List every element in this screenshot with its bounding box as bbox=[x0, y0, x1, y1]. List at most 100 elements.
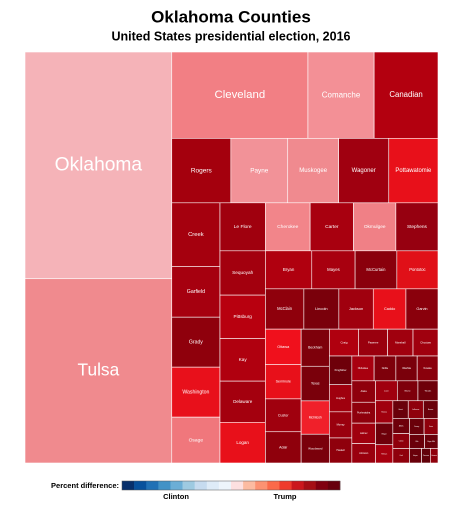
colorbar-cell bbox=[279, 481, 292, 490]
county-tile bbox=[309, 202, 354, 252]
county-label: Dewey bbox=[414, 426, 419, 428]
county-label: Delaware bbox=[233, 399, 253, 404]
county-label: Pittsburg bbox=[233, 314, 252, 319]
county-label: Cherokee bbox=[277, 224, 298, 230]
county-label: Mayes bbox=[327, 267, 340, 272]
county-label: Greer bbox=[429, 426, 433, 428]
legend-right-label: Trump bbox=[274, 492, 297, 501]
county-label: Major bbox=[382, 433, 387, 435]
county-label: Tillman bbox=[381, 453, 387, 455]
county-label: Atoka bbox=[361, 390, 368, 393]
county-label: Pontotoc bbox=[409, 267, 425, 272]
colorbar-cell bbox=[122, 481, 135, 490]
colorbar-cell bbox=[146, 481, 159, 490]
county-label: Stephens bbox=[407, 224, 428, 230]
colorbar-cell bbox=[206, 481, 220, 490]
legend-title: Percent difference: bbox=[51, 481, 119, 490]
county-label: Latimer bbox=[360, 432, 368, 435]
county-label: McClain bbox=[277, 306, 293, 311]
county-tile bbox=[300, 328, 330, 367]
county-label: Blaine bbox=[405, 390, 412, 392]
county-tile bbox=[171, 138, 232, 204]
county-label: Kingfisher bbox=[335, 368, 347, 372]
colorbar-cell bbox=[134, 481, 147, 490]
county-label: Beaver bbox=[428, 408, 434, 411]
county-label: Coal bbox=[399, 455, 403, 457]
legend-left-label: Clinton bbox=[163, 492, 189, 501]
legend: Percent difference: Clinton Trump bbox=[51, 480, 341, 501]
county-label: Ottawa bbox=[277, 345, 290, 349]
county-tile bbox=[354, 250, 398, 290]
county-tile bbox=[430, 448, 439, 464]
county-label: Cimarron bbox=[423, 454, 429, 457]
county-label: Haskell bbox=[336, 449, 345, 452]
county-tile bbox=[265, 364, 302, 400]
county-label: Woodward bbox=[308, 446, 323, 450]
county-label: Alfalfa bbox=[399, 424, 404, 427]
county-label: Harper bbox=[413, 454, 418, 457]
colorbar-frame bbox=[121, 480, 341, 491]
county-label: Woods bbox=[425, 390, 431, 392]
county-label: Payne bbox=[250, 167, 269, 174]
county-label: Seminole bbox=[276, 380, 291, 384]
county-tile bbox=[219, 338, 266, 382]
county-tile bbox=[329, 328, 359, 357]
colorbar-cell bbox=[231, 481, 244, 490]
county-label: Grady bbox=[189, 340, 203, 346]
county-label: Hughes bbox=[336, 396, 346, 400]
county-tile bbox=[171, 51, 309, 139]
county-label: Roger Mills bbox=[428, 440, 436, 443]
county-label: Custer bbox=[278, 413, 289, 417]
county-label: Jefferson bbox=[412, 408, 419, 411]
county-label: Washington bbox=[182, 390, 209, 396]
county-label: Johnston bbox=[359, 452, 369, 455]
county-label: Choctaw bbox=[420, 340, 431, 344]
colorbar-cell bbox=[194, 481, 208, 490]
colorbar-cell bbox=[291, 481, 304, 490]
county-tile bbox=[300, 365, 330, 402]
county-label: Muskogee bbox=[299, 168, 327, 174]
county-label: Canadian bbox=[389, 90, 422, 99]
county-label: Kiowa bbox=[381, 411, 387, 413]
colorbar-cell bbox=[303, 481, 317, 490]
county-label: Kay bbox=[239, 357, 248, 362]
county-label: Rogers bbox=[191, 167, 213, 174]
county-tile bbox=[219, 202, 266, 252]
county-label: Tulsa bbox=[78, 359, 120, 379]
county-label: Harmon bbox=[432, 454, 438, 457]
county-tile bbox=[219, 250, 266, 296]
county-tile bbox=[373, 51, 439, 139]
county-label: Beckham bbox=[308, 346, 322, 350]
county-tile bbox=[219, 294, 266, 339]
county-tile bbox=[307, 51, 375, 139]
county-label: Garfield bbox=[187, 289, 205, 295]
county-label: Creek bbox=[188, 232, 204, 238]
county-tile bbox=[171, 366, 221, 418]
chart-title: Oklahoma Counties bbox=[151, 7, 311, 26]
county-label: Okmulgee bbox=[364, 224, 386, 230]
county-label: Pottawatomie bbox=[395, 168, 432, 174]
chart-subtitle: United States presidential election, 201… bbox=[112, 29, 351, 43]
county-label: Murray bbox=[337, 423, 346, 427]
county-label: Comanche bbox=[322, 90, 361, 99]
county-label: Jackson bbox=[349, 306, 363, 311]
county-label: Cleveland bbox=[214, 89, 265, 101]
colorbar-cell bbox=[327, 481, 341, 490]
colorbar-cell bbox=[267, 481, 280, 490]
county-tile bbox=[265, 431, 302, 464]
county-label: Sequoyah bbox=[232, 270, 254, 275]
county-label: Pushmataha bbox=[357, 411, 371, 414]
county-label: Texas bbox=[311, 381, 320, 385]
county-label: Adair bbox=[279, 445, 288, 449]
county-label: Grant bbox=[398, 408, 403, 411]
county-label: McCurtain bbox=[366, 267, 386, 272]
county-label: Wagoner bbox=[352, 168, 376, 174]
county-label: Lincoln bbox=[315, 306, 327, 311]
county-tile bbox=[219, 422, 266, 464]
colorbar-cell bbox=[182, 481, 195, 490]
county-tile bbox=[311, 250, 356, 290]
county-label: McIntosh bbox=[309, 415, 322, 419]
county-tile bbox=[388, 138, 439, 204]
colorbar-cell bbox=[315, 481, 329, 490]
county-tile bbox=[24, 51, 173, 280]
